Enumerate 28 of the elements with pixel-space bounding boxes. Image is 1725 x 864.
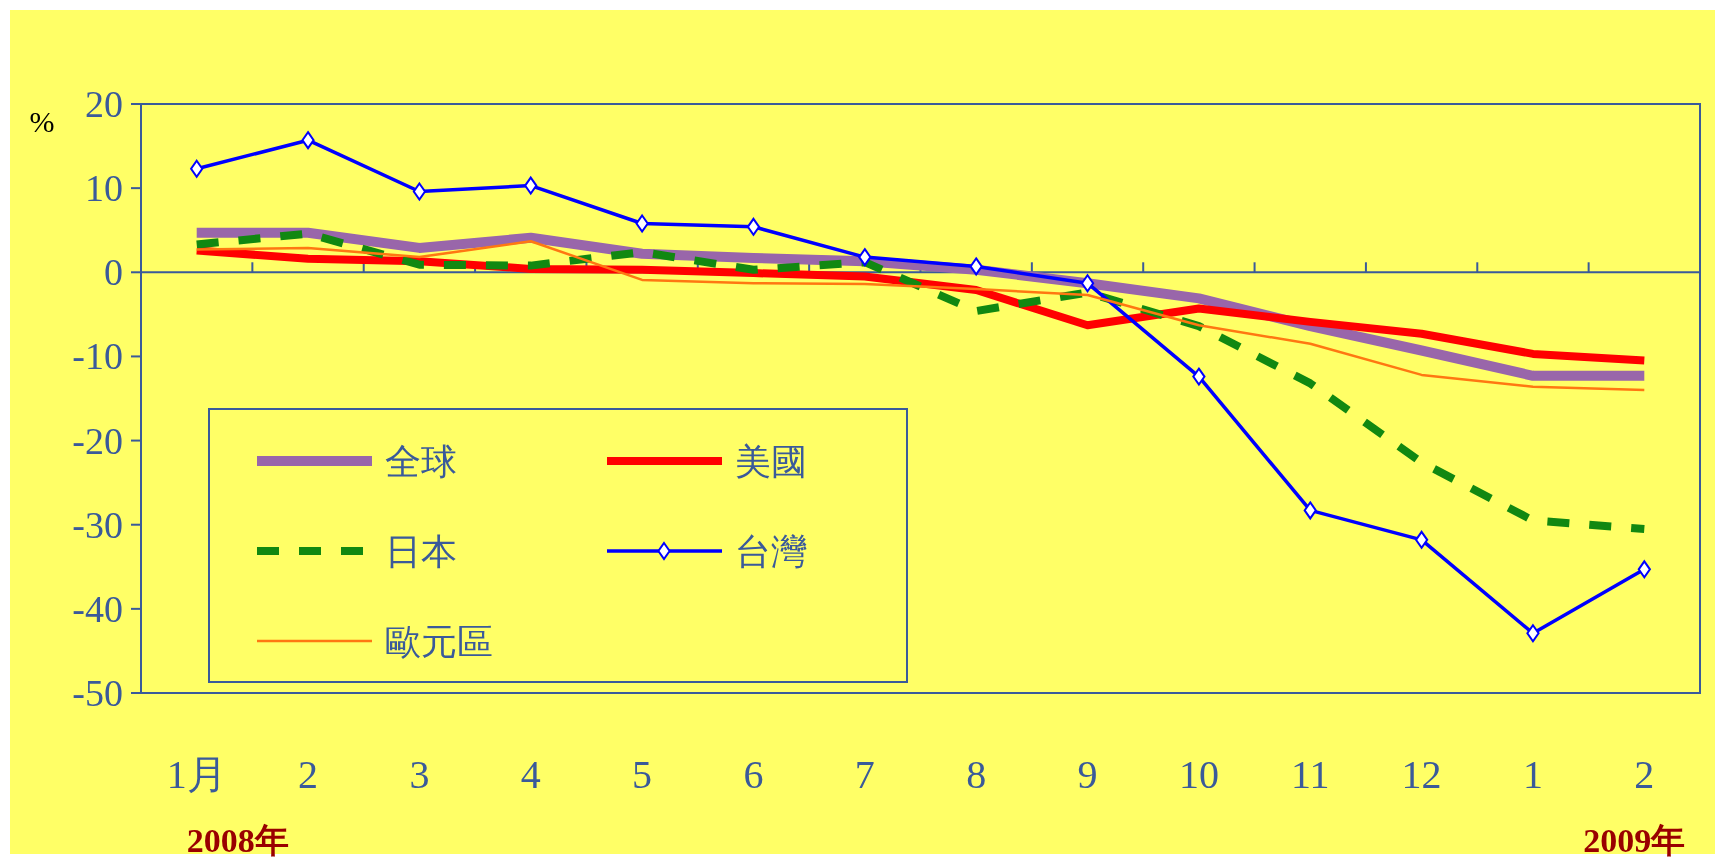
text: 2009年	[1583, 822, 1686, 859]
legend-label: 日本	[385, 532, 457, 572]
x-tick-label: 3	[409, 752, 430, 797]
y-tick-label: -40	[72, 587, 123, 630]
x-tick-label: 10	[1178, 752, 1219, 797]
y-tick-label: -20	[72, 419, 123, 462]
x-tick-label: 1	[1522, 752, 1543, 797]
y-tick-label: 20	[85, 83, 123, 125]
y-tick-label: 10	[85, 167, 123, 210]
x-tick-label: 7	[854, 752, 875, 797]
x-tick-label: 12	[1401, 752, 1442, 797]
y-tick-label: -50	[72, 672, 123, 714]
legend-label: 台灣	[735, 532, 807, 572]
text: 2008年	[186, 822, 289, 859]
x-tick-label: 8	[966, 752, 987, 797]
y-axis-title: %	[29, 105, 55, 138]
x-tick-label: 6	[743, 752, 764, 797]
x-tick-label: 2	[298, 752, 319, 797]
x-tick-label: 5	[632, 752, 653, 797]
y-tick-label: -30	[72, 503, 123, 546]
y-tick-label: 0	[104, 251, 123, 294]
y-tick-label: -10	[72, 335, 123, 378]
x-tick-label: 11	[1290, 752, 1330, 797]
x-tick-label: 2	[1634, 752, 1655, 797]
x-tick-label: 1月	[166, 752, 227, 797]
x-tick-label: 4	[520, 752, 541, 797]
legend-label: 歐元區	[385, 622, 493, 662]
x-tick-label: 9	[1077, 752, 1098, 797]
